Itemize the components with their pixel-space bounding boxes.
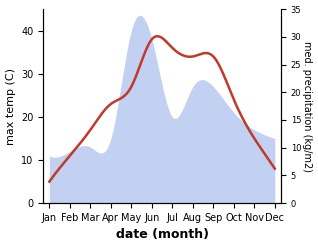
X-axis label: date (month): date (month)	[116, 228, 209, 242]
Y-axis label: max temp (C): max temp (C)	[5, 68, 16, 144]
Y-axis label: med. precipitation (kg/m2): med. precipitation (kg/m2)	[302, 41, 313, 172]
